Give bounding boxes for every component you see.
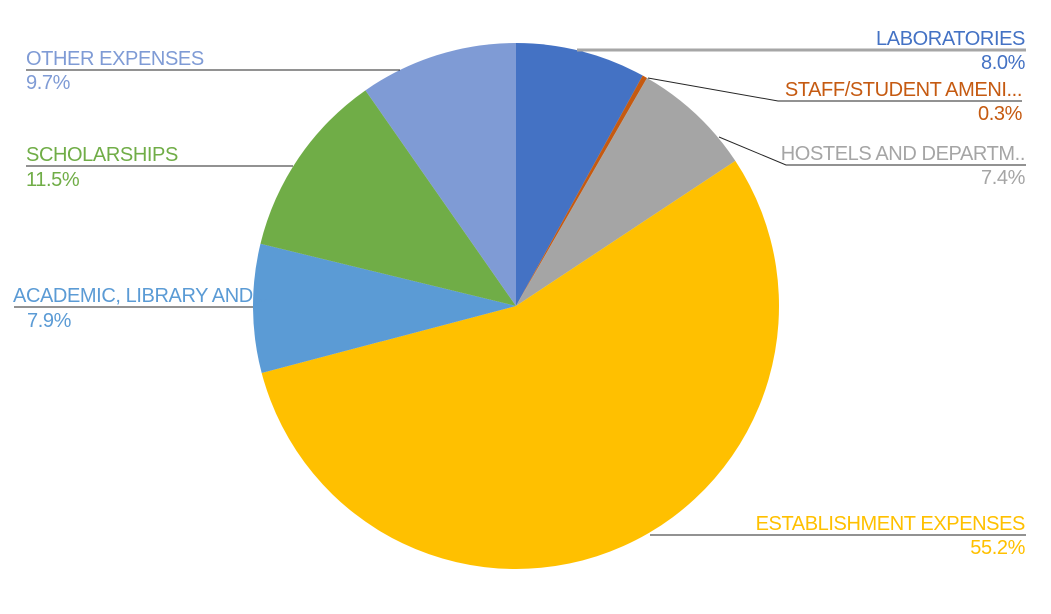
slice-label-hostels-and-departm: HOSTELS AND DEPARTM.. xyxy=(781,143,1025,165)
slice-label-other-expenses: OTHER EXPENSES xyxy=(26,48,204,70)
slice-value-laboratories: 8.0% xyxy=(981,52,1026,74)
slice-label-staff-student-ameni: STAFF/STUDENT AMENI... xyxy=(785,79,1022,101)
pie-slices xyxy=(253,43,780,570)
slice-value-other-expenses: 9.7% xyxy=(26,72,71,94)
slice-label-scholarships: SCHOLARSHIPS xyxy=(26,144,178,166)
slice-value-staff-student-ameni: 0.3% xyxy=(978,103,1023,125)
pie-slice-academic-library-and[interactable] xyxy=(253,243,516,373)
slice-value-establishment-expenses: 55.2% xyxy=(970,537,1025,559)
pie-slice-establishment-expenses[interactable] xyxy=(261,160,780,570)
slice-label-establishment-expenses: ESTABLISHMENT EXPENSES xyxy=(756,513,1025,535)
pie-slice-hostels-and-departm[interactable] xyxy=(516,77,736,307)
pie-slice-staff-student-ameni[interactable] xyxy=(516,75,648,306)
pie-slice-other-expenses[interactable] xyxy=(365,43,516,306)
leader-line-hostels-and-departm xyxy=(718,136,1026,166)
slice-value-scholarships: 11.5% xyxy=(26,169,80,191)
slice-value-hostels-and-departm: 7.4% xyxy=(981,167,1026,189)
slice-value-academic-library-and: 7.9% xyxy=(27,310,72,332)
pie-slice-scholarships[interactable] xyxy=(260,90,516,306)
leader-line-staff-student-ameni xyxy=(647,77,1022,102)
pie-slice-laboratories[interactable] xyxy=(516,43,643,306)
slice-label-academic-library-and: ACADEMIC, LIBRARY AND... xyxy=(13,285,268,307)
slice-label-laboratories: LABORATORIES xyxy=(876,28,1025,50)
